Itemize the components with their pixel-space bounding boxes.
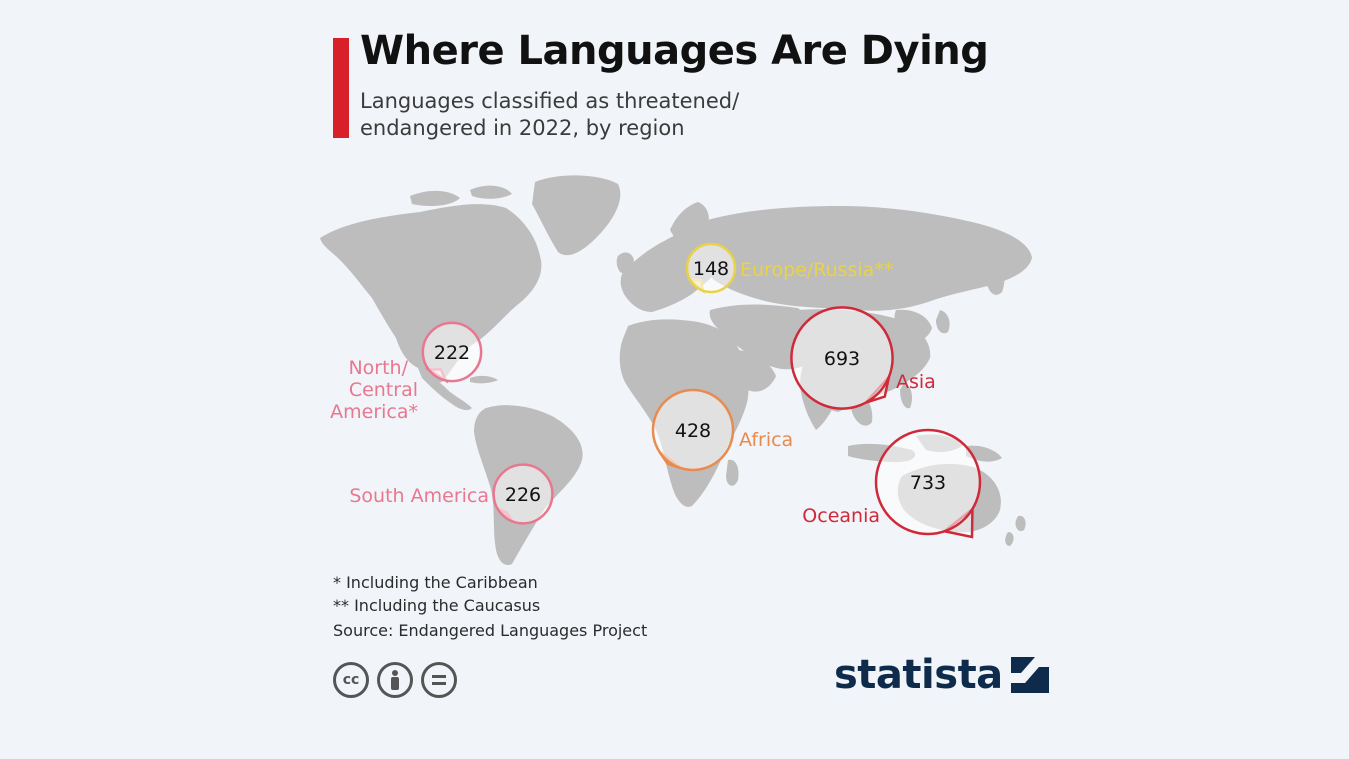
region-label: Europe/Russia** — [740, 259, 893, 281]
footnotes: * Including the Caribbean ** Including t… — [333, 571, 647, 642]
bubble-value: 226 — [505, 484, 541, 506]
bubble-circle — [651, 388, 735, 472]
source-note: Source: Endangered Languages Project — [333, 621, 648, 640]
cc-icon[interactable]: cc — [333, 662, 369, 698]
region-label: North/Central America* — [330, 357, 418, 423]
bubble-value: 222 — [434, 342, 470, 364]
bubble-circle — [421, 321, 483, 383]
region-bubble: 733 Oceania — [802, 428, 982, 539]
bubble-circle — [874, 428, 982, 536]
region-bubble: 428 Africa — [651, 388, 793, 472]
bubble-value: 693 — [824, 348, 860, 370]
attribution-icon[interactable] — [377, 662, 413, 698]
person-icon — [391, 670, 399, 690]
statista-logo-icon — [1010, 657, 1049, 693]
bubble-value: 148 — [693, 258, 729, 280]
region-bubble: 148 Europe/Russia** — [685, 242, 893, 294]
page-title: Where Languages Are Dying — [360, 28, 989, 74]
bubble-circle — [790, 306, 894, 410]
page-subtitle: Languages classified as threatened/ enda… — [360, 89, 740, 140]
brand-wordmark: statista — [834, 652, 1003, 698]
no-derivatives-icon[interactable] — [421, 662, 457, 698]
bubble-value: 733 — [910, 472, 946, 494]
bubble-circle — [492, 463, 554, 525]
accent-bar — [333, 38, 349, 138]
footnote-caucasus: ** Including the Caucasus — [333, 596, 541, 615]
equals-icon — [432, 675, 446, 685]
region-label: Africa — [739, 429, 793, 451]
bubble-circle — [685, 242, 737, 294]
region-bubble: 222 North/Central America* — [330, 321, 483, 423]
world-map: 148 Europe/Russia** 222 North/Central Americ… — [320, 175, 1032, 566]
region-label: Oceania — [802, 505, 880, 527]
region-bubbles: 148 Europe/Russia** 222 North/Central Americ… — [330, 242, 982, 539]
brand-logo[interactable]: statista — [834, 652, 1049, 698]
region-bubble: 693 Asia — [790, 306, 936, 410]
footnote-caribbean: * Including the Caribbean — [333, 573, 538, 592]
bubble-value: 428 — [675, 420, 711, 442]
region-label: South America — [349, 485, 489, 507]
license-icons: cc — [333, 662, 457, 698]
region-bubble: 226 South America — [349, 463, 554, 525]
region-label: Asia — [896, 371, 936, 393]
